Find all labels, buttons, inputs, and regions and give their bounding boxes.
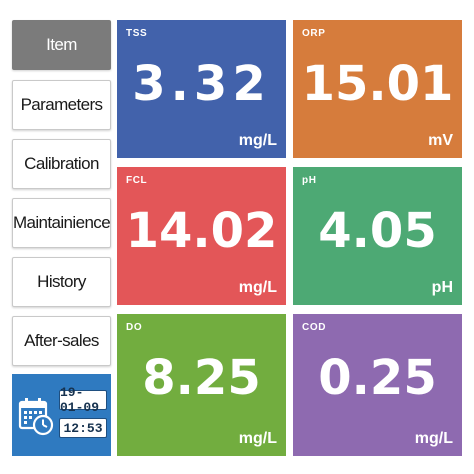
menu-item-history[interactable]: History: [12, 257, 111, 307]
tile-unit: mV: [428, 132, 453, 149]
tile-unit: mg/L: [238, 279, 277, 296]
tile-value: 15.01: [301, 56, 454, 112]
tile-label: pH: [302, 175, 317, 186]
tile-cod[interactable]: COD 0.25 mg/L: [293, 314, 462, 456]
tile-unit: mg/L: [414, 430, 453, 447]
tile-unit: pH: [431, 279, 453, 296]
tile-value: 4.05: [318, 203, 437, 259]
tile-do[interactable]: DO 8.25 mg/L: [117, 314, 286, 456]
tile-label: DO: [126, 322, 143, 333]
tile-ph[interactable]: pH 4.05 pH: [293, 167, 462, 305]
date-time-panel: 19-01-09 12:53: [12, 374, 111, 456]
tile-label: TSS: [126, 28, 148, 39]
date-display: 19-01-09: [59, 385, 107, 415]
calendar-clock-icon: [18, 398, 54, 436]
tile-value: 0.25: [318, 350, 437, 406]
menu-item-item[interactable]: Item: [12, 20, 111, 70]
tile-value: 14.02: [125, 203, 278, 259]
tile-label: COD: [302, 322, 327, 333]
tile-label: FCL: [126, 175, 148, 186]
tile-value: 3.32: [132, 56, 271, 112]
menu-item-maintainience[interactable]: Maintainience: [12, 198, 111, 248]
tile-unit: mg/L: [238, 430, 277, 447]
tile-fcl[interactable]: FCL 14.02 mg/L: [117, 167, 286, 305]
menu-item-after-sales[interactable]: After-sales: [12, 316, 111, 366]
time-display: 12:53: [59, 418, 107, 438]
tile-label: ORP: [302, 28, 326, 39]
tile-tss[interactable]: TSS 3.32 mg/L: [117, 20, 286, 158]
tile-unit: mg/L: [238, 132, 277, 149]
tile-orp[interactable]: ORP 15.01 mV: [293, 20, 462, 158]
menu-item-calibration[interactable]: Calibration: [12, 139, 111, 189]
tile-value: 8.25: [142, 350, 261, 406]
menu-item-parameters[interactable]: Parameters: [12, 80, 111, 130]
